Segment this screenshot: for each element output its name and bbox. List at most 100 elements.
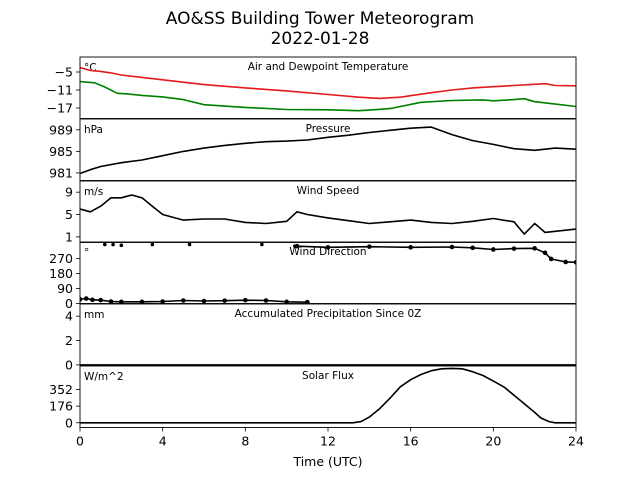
- data-point: [90, 297, 95, 303]
- data-point: [243, 297, 248, 303]
- x-tick-label: 8: [241, 434, 249, 449]
- data-point: [263, 298, 269, 303]
- series-0: [80, 126, 576, 175]
- panels-group: Air and Dewpoint Temperature °C −5 −11 −17 Pr…: [47, 56, 577, 430]
- y-tick-label: −11: [47, 83, 73, 98]
- data-point: [160, 299, 165, 304]
- data-point: [181, 298, 186, 303]
- y-tick-label: 90: [57, 281, 73, 296]
- series-0: [80, 66, 576, 100]
- unit-label: mm: [84, 309, 104, 321]
- data-point: [573, 259, 576, 265]
- data-point: [260, 242, 264, 247]
- panel-title: Wind Speed: [297, 185, 360, 197]
- y-tick-label: 0: [65, 415, 73, 430]
- series-line: [80, 297, 308, 303]
- data-point: [408, 245, 413, 250]
- data-point: [511, 246, 517, 251]
- y-tick-label: 2: [65, 333, 73, 348]
- panel-title: Wind Direction: [289, 246, 366, 258]
- series-line: [80, 126, 576, 175]
- data-point: [367, 244, 372, 249]
- x-tick-label: 12: [320, 434, 336, 449]
- unit-label: m/s: [84, 186, 103, 198]
- x-tick-label: 20: [485, 434, 501, 449]
- panel-frame: [79, 118, 577, 181]
- series-line: [80, 66, 576, 100]
- data-point: [491, 247, 496, 252]
- data-point: [187, 242, 192, 247]
- y-tick-label: 5: [65, 207, 73, 222]
- x-tick-label: 24: [568, 434, 584, 449]
- unit-label: °: [84, 247, 89, 259]
- unit-label: °C: [84, 62, 97, 74]
- y-tick-label: −17: [47, 101, 73, 116]
- x-axis: 0 4 8 12 16 20 24: [76, 427, 584, 449]
- x-tick-label: 4: [159, 434, 167, 449]
- y-tick-label: 981: [49, 165, 73, 180]
- panel-title: Air and Dewpoint Temperature: [248, 61, 409, 73]
- data-point: [201, 298, 207, 304]
- unit-label: hPa: [84, 124, 103, 136]
- data-point: [119, 299, 124, 304]
- data-point: [548, 256, 554, 262]
- panel-title: Accumulated Precipitation Since 0Z: [235, 308, 422, 320]
- y-tick-label: −5: [55, 65, 73, 80]
- y-tick-label: 1: [65, 229, 73, 244]
- data-point: [532, 246, 537, 251]
- unit-label: W/m^2: [84, 371, 124, 383]
- y-tick-label: 180: [49, 266, 73, 281]
- panel-frame: [79, 303, 577, 366]
- y-tick-label: 4: [65, 309, 73, 324]
- data-point: [542, 250, 548, 256]
- panel-0: Air and Dewpoint Temperature °C −5 −11 −17: [47, 56, 577, 119]
- series-line: [80, 80, 576, 112]
- series-0: [80, 194, 576, 235]
- data-point: [284, 299, 289, 304]
- y-tick-label: 0: [65, 357, 73, 372]
- data-point: [119, 243, 124, 248]
- y-tick-label: 0: [65, 296, 73, 311]
- panel-2: Wind Speed m/s 9 5 1: [65, 180, 577, 244]
- y-tick-label: 270: [49, 251, 73, 266]
- data-point: [103, 242, 107, 247]
- panel-1: Pressure hPa 989 985 981: [49, 118, 577, 181]
- data-point: [98, 297, 103, 303]
- data-point: [139, 299, 145, 304]
- series-0: [80, 242, 576, 304]
- data-point: [293, 244, 297, 248]
- y-tick-label: 352: [49, 382, 73, 397]
- data-point: [563, 259, 568, 265]
- x-tick-label: 16: [403, 434, 419, 449]
- panel-frame: [79, 56, 577, 119]
- panel-title: Pressure: [306, 123, 351, 135]
- y-tick-label: 989: [49, 122, 73, 137]
- y-tick-label: 9: [65, 185, 73, 200]
- data-point: [470, 245, 475, 251]
- data-point: [325, 245, 331, 250]
- data-point: [222, 298, 227, 303]
- figure-title: AO&SS Building Tower Meteorogram: [166, 9, 474, 29]
- figure-subtitle: 2022-01-28: [271, 29, 370, 49]
- series-line: [80, 367, 576, 424]
- series-0: [80, 367, 576, 424]
- series-1: [80, 80, 576, 112]
- data-point: [108, 299, 114, 304]
- data-point: [305, 299, 310, 304]
- data-point: [111, 242, 115, 247]
- data-point: [150, 242, 155, 247]
- data-point: [449, 244, 455, 250]
- panel-title: Solar Flux: [302, 370, 354, 382]
- x-tick-label: 0: [76, 434, 84, 449]
- data-point: [83, 296, 89, 301]
- data-point: [80, 297, 83, 302]
- y-tick-label: 985: [49, 144, 73, 159]
- panel-frame: [79, 241, 577, 304]
- x-axis-label: Time (UTC): [292, 454, 362, 469]
- panel-4: Accumulated Precipitation Since 0Z mm 4 2 0: [65, 303, 577, 372]
- y-tick-label: 176: [49, 399, 73, 414]
